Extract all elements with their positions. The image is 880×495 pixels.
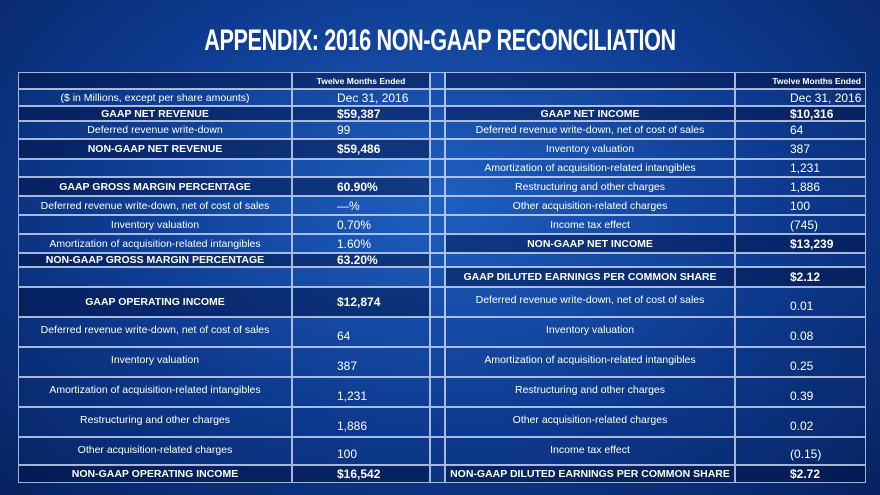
row-value: $10,316 [735, 106, 866, 121]
spacer-cell [430, 407, 445, 437]
row-label [18, 267, 292, 287]
row-label: NON-GAAP DILUTED EARNINGS PER COMMON SHA… [445, 465, 735, 483]
row-value: 1.60% [292, 234, 430, 253]
row-value: 99 [292, 121, 430, 139]
row-label: Restructuring and other charges [445, 377, 735, 407]
row-value [292, 267, 430, 287]
row-value: 0.25 [735, 347, 866, 377]
row-label: NON-GAAP OPERATING INCOME [18, 465, 292, 483]
row-label: NON-GAAP NET INCOME [445, 234, 735, 253]
row-label [18, 72, 292, 89]
row-value: 0.39 [735, 377, 866, 407]
spacer-cell [430, 139, 445, 159]
row-value: 1,231 [735, 159, 866, 177]
spacer-cell [430, 267, 445, 287]
spacer-cell [430, 234, 445, 253]
row-label: Other acquisition-related charges [18, 437, 292, 465]
row-label: Deferred revenue write-down [18, 121, 292, 139]
row-value [735, 253, 866, 267]
row-label: ($ in Millions, except per share amounts… [18, 89, 292, 106]
spacer-cell [430, 377, 445, 407]
row-value: 100 [292, 437, 430, 465]
row-label: NON-GAAP NET REVENUE [18, 139, 292, 159]
row-label: Deferred revenue write-down, net of cost… [445, 287, 735, 317]
row-label [18, 159, 292, 177]
spacer-cell [430, 215, 445, 234]
spacer-cell [430, 465, 445, 483]
spacer-cell [430, 177, 445, 196]
title: APPENDIX: 2016 NON-GAAP RECONCILIATION [204, 24, 676, 57]
row-label: Inventory valuation [18, 215, 292, 234]
row-value: 1,886 [735, 177, 866, 196]
row-label: NON-GAAP GROSS MARGIN PERCENTAGE [18, 253, 292, 267]
row-label: Inventory valuation [18, 347, 292, 377]
row-label [445, 72, 735, 89]
row-value: $2.12 [735, 267, 866, 287]
row-label: Amortization of acquisition-related inta… [18, 234, 292, 253]
spacer-cell [430, 287, 445, 317]
row-label: Restructuring and other charges [445, 177, 735, 196]
row-value: 1,886 [292, 407, 430, 437]
row-label: Deferred revenue write-down, net of cost… [445, 121, 735, 139]
row-value: 0.01 [735, 287, 866, 317]
spacer-cell [430, 253, 445, 267]
row-value: 0.02 [735, 407, 866, 437]
row-value: $59,486 [292, 139, 430, 159]
row-value: 63.20% [292, 253, 430, 267]
row-value: 64 [292, 317, 430, 347]
row-label: Amortization of acquisition-related inta… [445, 347, 735, 377]
row-label: Other acquisition-related charges [445, 407, 735, 437]
row-label [445, 253, 735, 267]
row-value: $12,874 [292, 287, 430, 317]
spacer-cell [430, 437, 445, 465]
row-label: Income tax effect [445, 215, 735, 234]
spacer-cell [430, 106, 445, 121]
spacer-cell [430, 121, 445, 139]
spacer-cell [430, 159, 445, 177]
row-value: (0.15) [735, 437, 866, 465]
row-value: 1,231 [292, 377, 430, 407]
row-value: 60.90% [292, 177, 430, 196]
row-value: 0.08 [735, 317, 866, 347]
row-value: 387 [735, 139, 866, 159]
row-label [445, 89, 735, 106]
row-value: 0.70% [292, 215, 430, 234]
row-label: GAAP NET INCOME [445, 106, 735, 121]
row-value: Dec 31, 2016 [292, 89, 430, 106]
row-label: Inventory valuation [445, 317, 735, 347]
spacer-cell [430, 89, 445, 106]
row-value: $13,239 [735, 234, 866, 253]
row-label: Inventory valuation [445, 139, 735, 159]
row-value: $2.72 [735, 465, 866, 483]
row-value: Dec 31, 2016 [735, 89, 866, 106]
spacer-cell [430, 347, 445, 377]
row-label: Deferred revenue write-down, net of cost… [18, 317, 292, 347]
row-label: Restructuring and other charges [18, 407, 292, 437]
spacer-cell [430, 196, 445, 215]
row-label: GAAP OPERATING INCOME [18, 287, 292, 317]
row-value: $59,387 [292, 106, 430, 121]
spacer-cell [430, 317, 445, 347]
row-label: Amortization of acquisition-related inta… [445, 159, 735, 177]
row-value: 64 [735, 121, 866, 139]
row-value: 387 [292, 347, 430, 377]
row-label: Other acquisition-related charges [445, 196, 735, 215]
row-value: (745) [735, 215, 866, 234]
row-value: 100 [735, 196, 866, 215]
row-value: Twelve Months Ended [292, 72, 430, 89]
row-value: $16,542 [292, 465, 430, 483]
row-label: GAAP GROSS MARGIN PERCENTAGE [18, 177, 292, 196]
row-label: GAAP DILUTED EARNINGS PER COMMON SHARE [445, 267, 735, 287]
row-label: Income tax effect [445, 437, 735, 465]
row-label: Deferred revenue write-down, net of cost… [18, 196, 292, 215]
row-value: —% [292, 196, 430, 215]
row-label: GAAP NET REVENUE [18, 106, 292, 121]
row-label: Amortization of acquisition-related inta… [18, 377, 292, 407]
row-value [292, 159, 430, 177]
spacer-cell [430, 72, 445, 89]
row-value: Twelve Months Ended [735, 72, 866, 89]
